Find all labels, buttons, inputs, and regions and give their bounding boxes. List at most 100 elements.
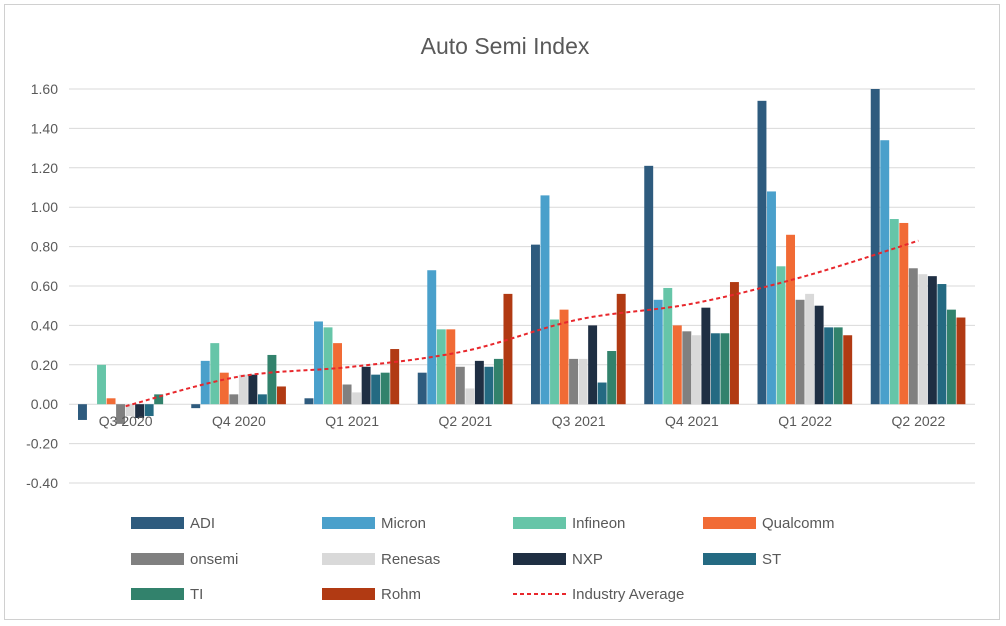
bar-st-q2-2021 [484, 366, 494, 405]
legend-swatch-rohm [322, 588, 375, 600]
bar-rohm-q3-2021 [616, 293, 626, 405]
bar-nxp-q2-2021 [474, 360, 484, 405]
bar-nxp-q4-2020 [248, 374, 258, 405]
bar-infineon-q3-2021 [550, 319, 559, 405]
bar-rohm-q4-2021 [729, 282, 739, 405]
bar-st-q3-2020 [144, 404, 154, 417]
legend-swatch-st [703, 553, 756, 565]
bar-st-q3-2021 [597, 382, 607, 405]
chart-title: Auto Semi Index [421, 33, 590, 59]
bar-st-q1-2022 [824, 327, 834, 405]
bar-nxp-q1-2021 [361, 366, 371, 405]
legend: ADI Micron Infineon Qualcomm onsemi Renesas NX… [131, 515, 835, 603]
bar-infineon-q4-2020 [210, 343, 220, 405]
bar-qualcomm-q1-2021 [333, 343, 342, 405]
legend-label-adi: ADI [190, 515, 215, 532]
chart-svg: Auto Semi Index 1.60 1.40 1.20 1.00 0.80 0.60… [26, 33, 975, 603]
bar-ti-q3-2020 [154, 394, 164, 405]
bar-adi-q2-2022 [870, 89, 880, 405]
bar-rohm-q2-2021 [503, 293, 513, 405]
y-tick-label: 0.00 [31, 396, 58, 412]
x-tick-label: Q2 2021 [439, 413, 493, 429]
bar-adi-q4-2020 [191, 404, 201, 409]
bar-onsemi-q1-2022 [795, 299, 805, 405]
bar-onsemi-q1-2021 [342, 384, 352, 405]
legend-swatch-qualcomm [703, 517, 756, 529]
bar-adi-q1-2021 [304, 398, 314, 405]
bar-ti-q4-2020 [267, 354, 277, 405]
bar-nxp-q3-2021 [588, 325, 598, 405]
bar-adi-q3-2020 [78, 404, 87, 420]
legend-swatch-onsemi [131, 553, 184, 565]
bar-micron-q3-2021 [540, 195, 550, 405]
bar-qualcomm-q3-2021 [559, 309, 569, 405]
bar-micron-q2-2022 [880, 140, 890, 405]
x-tick-label: Q3 2021 [552, 413, 606, 429]
bar-nxp-q2-2022 [927, 276, 937, 405]
bar-renesas-q2-2022 [918, 274, 928, 405]
bar-infineon-q2-2021 [436, 329, 446, 405]
y-tick-label: 1.00 [31, 199, 58, 215]
legend-label-micron: Micron [381, 515, 426, 532]
legend-label-onsemi: onsemi [190, 551, 238, 568]
bar-st-q4-2021 [710, 333, 720, 405]
bar-st-q2-2022 [937, 284, 947, 405]
bars [78, 89, 966, 424]
bar-nxp-q4-2021 [701, 307, 711, 405]
bar-qualcomm-q3-2020 [106, 398, 116, 405]
bar-qualcomm-q2-2022 [899, 222, 909, 405]
bar-adi-q4-2021 [644, 165, 654, 405]
bar-infineon-q2-2022 [889, 219, 899, 405]
y-tick-label: 0.80 [31, 239, 58, 255]
legend-label-qualcomm: Qualcomm [762, 515, 835, 532]
bar-rohm-q4-2020 [276, 386, 286, 405]
y-tick-label: 0.60 [31, 278, 58, 294]
x-axis-ticks: Q3 2020 Q4 2020 Q1 2021 Q2 2021 Q3 2021 Q4 20… [99, 413, 946, 429]
bar-nxp-q1-2022 [814, 305, 824, 405]
legend-label-industry-average: Industry Average [572, 586, 684, 603]
bar-onsemi-q2-2021 [455, 366, 465, 405]
x-tick-label: Q4 2020 [212, 413, 266, 429]
bar-qualcomm-q4-2021 [672, 325, 682, 405]
legend-label-renesas: Renesas [381, 551, 440, 568]
bar-st-q4-2020 [257, 394, 267, 405]
bar-renesas-q2-2021 [465, 388, 475, 405]
bar-ti-q2-2022 [946, 309, 956, 405]
chart-frame: Auto Semi Index 1.60 1.40 1.20 1.00 0.80 0.60… [4, 4, 1000, 620]
bar-ti-q4-2021 [720, 333, 730, 405]
legend-label-rohm: Rohm [381, 586, 421, 603]
legend-label-st: ST [762, 551, 781, 568]
y-tick-label: 0.20 [31, 357, 58, 373]
bar-renesas-q1-2021 [352, 392, 362, 405]
bar-nxp-q3-2020 [135, 404, 145, 418]
y-tick-label: 1.40 [31, 120, 58, 136]
y-tick-label: 1.20 [31, 160, 58, 176]
bar-micron-q1-2021 [314, 321, 323, 405]
bar-adi-q1-2022 [757, 100, 767, 405]
trendline-industry-average [125, 239, 919, 408]
bar-adi-q3-2021 [531, 244, 540, 405]
legend-swatch-infineon [513, 517, 566, 529]
bar-qualcomm-q2-2021 [446, 329, 456, 405]
x-tick-label: Q2 2022 [892, 413, 946, 429]
bar-infineon-q4-2021 [663, 287, 673, 405]
bar-rohm-q2-2022 [956, 317, 966, 405]
legend-label-infineon: Infineon [572, 515, 625, 532]
bar-qualcomm-q4-2020 [219, 372, 229, 405]
bar-rohm-q1-2022 [843, 335, 853, 405]
bar-adi-q2-2021 [417, 372, 427, 405]
bar-onsemi-q3-2020 [116, 404, 126, 424]
bar-micron-q4-2021 [653, 299, 663, 405]
y-tick-label: 1.60 [31, 81, 58, 97]
bar-ti-q3-2021 [607, 351, 617, 405]
bar-ti-q1-2021 [380, 372, 390, 405]
y-axis-ticks: 1.60 1.40 1.20 1.00 0.80 0.60 0.40 0.20 0.00 -0.2… [26, 81, 58, 491]
bar-renesas-q4-2021 [691, 335, 701, 405]
bar-rohm-q1-2021 [390, 349, 400, 405]
legend-label-nxp: NXP [572, 551, 603, 568]
bar-onsemi-q4-2020 [229, 394, 239, 405]
legend-swatch-ti [131, 588, 184, 600]
x-tick-label: Q1 2022 [778, 413, 832, 429]
bar-renesas-q3-2020 [125, 404, 135, 417]
x-tick-label: Q4 2021 [665, 413, 719, 429]
